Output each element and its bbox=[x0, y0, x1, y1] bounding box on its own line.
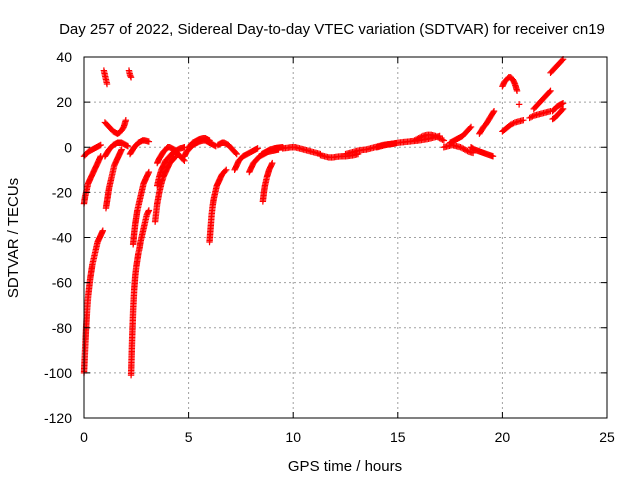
data-points bbox=[80, 56, 567, 379]
data-point bbox=[418, 133, 425, 140]
data-point bbox=[440, 137, 448, 144]
data-point bbox=[97, 141, 104, 149]
data-point bbox=[145, 207, 153, 214]
y-tick-label: 20 bbox=[56, 94, 72, 110]
x-tick-label: 0 bbox=[80, 429, 88, 445]
x-tick-label: 10 bbox=[285, 429, 301, 445]
y-tick-label: -60 bbox=[52, 275, 72, 291]
data-point bbox=[558, 57, 566, 64]
data-point bbox=[269, 159, 276, 167]
data-point bbox=[436, 135, 443, 142]
data-point bbox=[232, 149, 239, 157]
data-point bbox=[490, 107, 498, 115]
data-point bbox=[529, 113, 536, 120]
y-tick-label: -20 bbox=[52, 184, 72, 200]
y-tick-label: -80 bbox=[52, 320, 72, 336]
data-point bbox=[223, 166, 230, 174]
data-point bbox=[460, 145, 467, 152]
data-point bbox=[439, 136, 446, 143]
x-tick-label: 20 bbox=[495, 429, 511, 445]
data-point bbox=[547, 87, 554, 95]
x-tick-label: 5 bbox=[185, 429, 193, 445]
axis-ticks: 0 5 10 15 20 25 -120 -100 -80 -60 -40 -20 0 20 40 bbox=[44, 49, 615, 445]
data-point bbox=[145, 138, 153, 145]
data-point bbox=[122, 116, 130, 124]
data-point bbox=[507, 121, 514, 128]
data-point bbox=[508, 120, 516, 128]
data-point bbox=[145, 168, 153, 176]
data-point bbox=[222, 167, 229, 175]
data-point bbox=[457, 144, 464, 151]
data-point bbox=[462, 147, 470, 154]
data-point bbox=[520, 116, 527, 124]
data-point bbox=[490, 109, 497, 116]
data-point bbox=[559, 105, 567, 113]
data-point bbox=[433, 133, 441, 140]
data-point bbox=[526, 114, 533, 122]
y-axis-label: SDTVAR / TECUs bbox=[5, 178, 22, 298]
data-point bbox=[515, 101, 523, 108]
data-point bbox=[464, 147, 471, 155]
data-point bbox=[99, 227, 107, 234]
y-tick-label: 0 bbox=[64, 139, 72, 155]
data-point bbox=[415, 135, 422, 142]
x-axis-label: GPS time / hours bbox=[288, 458, 402, 475]
data-point bbox=[527, 113, 535, 121]
x-tick-label: 25 bbox=[599, 429, 615, 445]
data-point bbox=[416, 134, 424, 141]
data-point bbox=[180, 156, 187, 163]
data-point bbox=[437, 135, 445, 143]
data-point bbox=[103, 80, 111, 88]
data-point bbox=[546, 88, 553, 96]
data-point bbox=[513, 87, 521, 95]
y-tick-label: -40 bbox=[52, 230, 72, 246]
data-point bbox=[435, 134, 442, 141]
data-point bbox=[206, 137, 213, 144]
data-point bbox=[254, 145, 261, 152]
data-point bbox=[489, 153, 497, 160]
data-point bbox=[124, 142, 132, 150]
data-point bbox=[414, 135, 421, 143]
data-point bbox=[118, 146, 125, 153]
data-point bbox=[171, 154, 179, 161]
data-point bbox=[432, 132, 439, 140]
data-point bbox=[411, 137, 418, 144]
data-point bbox=[559, 100, 567, 107]
data-point bbox=[558, 106, 566, 114]
x-tick-label: 15 bbox=[390, 429, 406, 445]
data-point bbox=[233, 150, 240, 158]
data-point bbox=[510, 119, 517, 127]
data-point bbox=[127, 74, 135, 81]
chart-title: Day 257 of 2022, Sidereal Day-to-day VTE… bbox=[59, 21, 605, 38]
data-point bbox=[466, 124, 474, 132]
data-point bbox=[467, 123, 475, 131]
y-tick-label: -100 bbox=[44, 365, 72, 381]
data-point bbox=[412, 136, 420, 143]
y-tick-label: 40 bbox=[56, 49, 72, 65]
y-tick-label: -120 bbox=[44, 410, 72, 426]
data-point bbox=[458, 144, 466, 152]
data-point bbox=[461, 146, 468, 153]
grid-lines bbox=[84, 57, 607, 418]
